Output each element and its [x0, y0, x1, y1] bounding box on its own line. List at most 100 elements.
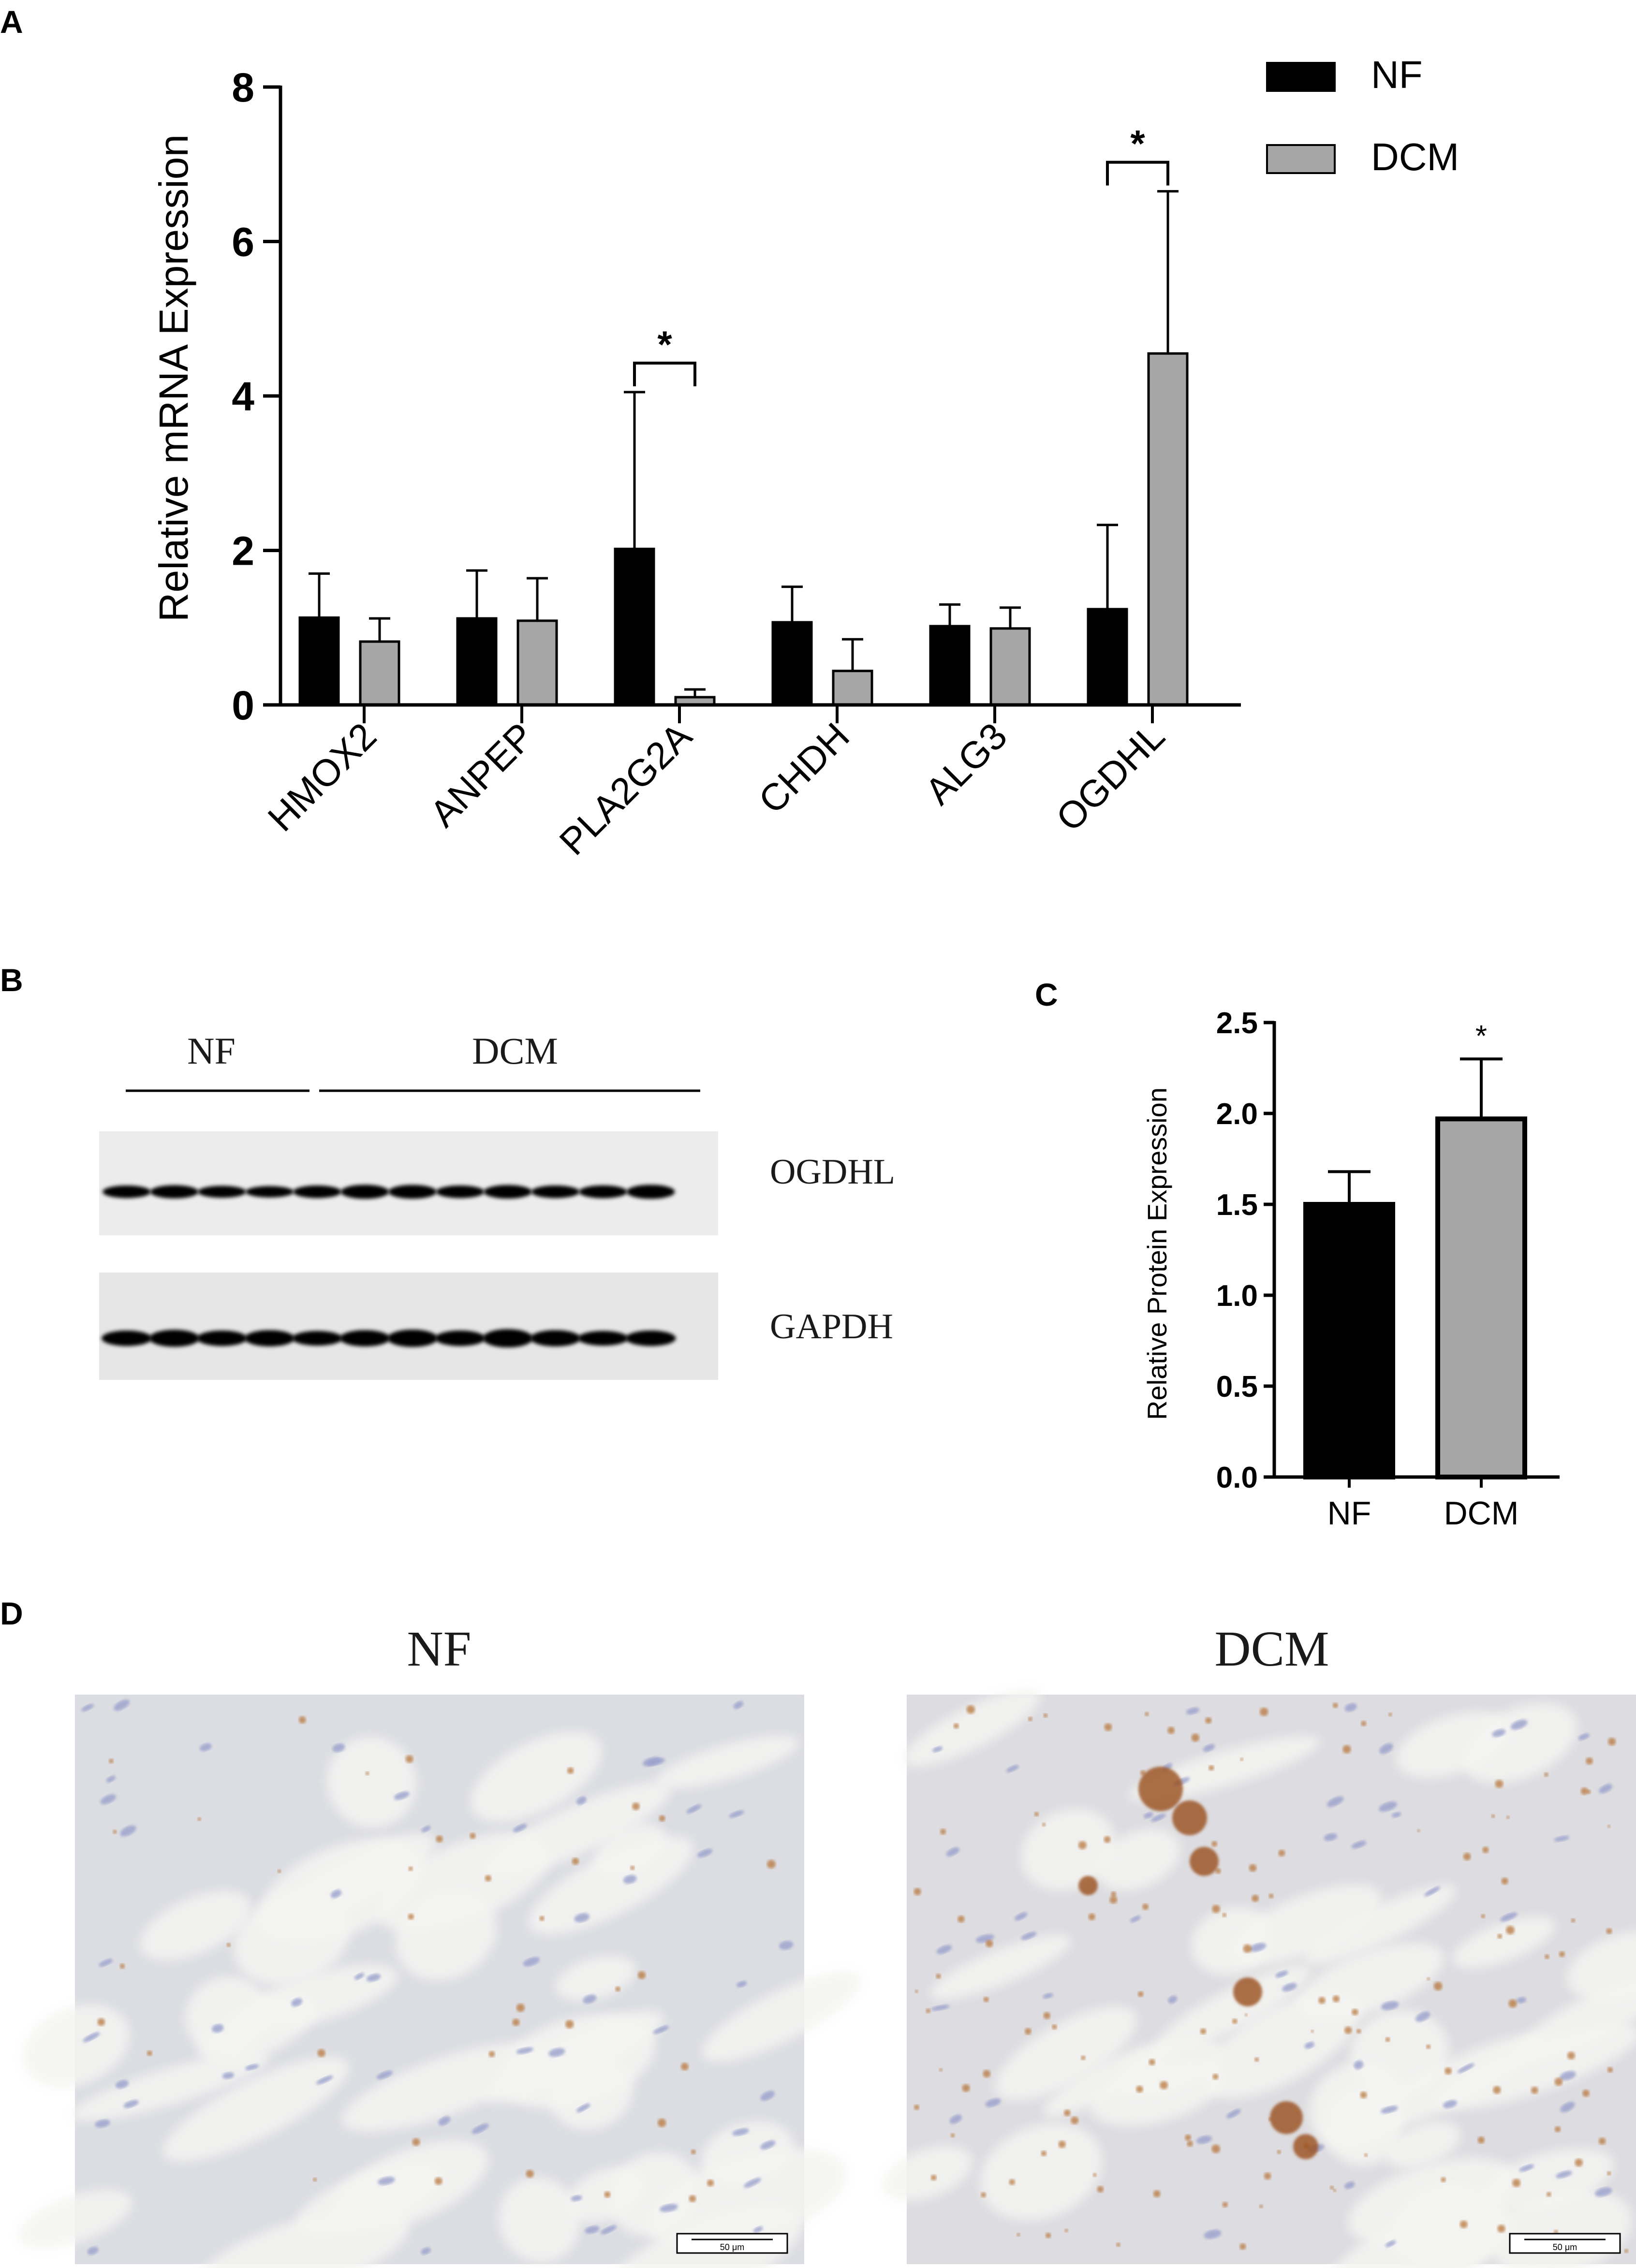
stain-dot — [1097, 2186, 1104, 2193]
stain-dot — [1356, 2029, 1361, 2034]
stain-dot — [1607, 1825, 1611, 1828]
nucleus — [623, 1875, 637, 1884]
bar-alg3-nf — [929, 625, 971, 706]
scale-bar-box-nf — [676, 2233, 788, 2254]
stain-dot — [1088, 1913, 1095, 1920]
stain-dot — [1042, 1823, 1046, 1827]
tissue-space — [482, 1782, 671, 1878]
stain-dot — [1459, 2220, 1468, 2228]
tissue-space — [1156, 1965, 1311, 2053]
bar-anpep-dcm — [516, 619, 558, 706]
stain-dot — [1508, 1999, 1517, 2008]
tissue-space — [1116, 2038, 1224, 2097]
stain-dot — [950, 2133, 955, 2137]
stain-dot — [512, 2019, 520, 2026]
stain-dot — [365, 1771, 369, 1775]
nucleus — [1510, 1719, 1528, 1730]
band-gapdh-lane-12 — [625, 1331, 676, 1346]
stain-dot — [1232, 2019, 1238, 2024]
nucleus — [376, 2070, 393, 2079]
tissue-space — [327, 1736, 416, 1828]
x-tick-label-pla2g2a: PLA2G2A — [551, 715, 700, 863]
stain-dot — [539, 1916, 545, 1921]
tissue-space — [702, 1971, 861, 2062]
nucleus — [394, 1791, 410, 1800]
nucleus — [744, 2178, 761, 2188]
bar-chdh-dcm — [832, 670, 873, 706]
legend-label-dcm: DCM — [1371, 135, 1459, 178]
chart-a-mrna-expression: Relative mRNA Expression ** HMOX2 ANPEP PL… — [151, 53, 1459, 863]
stain-dot — [1491, 1814, 1495, 1818]
nucleus — [571, 2195, 582, 2201]
stain-dot — [1240, 1757, 1243, 1761]
stain-dot — [1264, 2172, 1271, 2180]
stain-dot — [1153, 2190, 1161, 2197]
stain-dot — [1575, 2158, 1583, 2167]
nucleus — [1324, 1833, 1337, 1841]
stain-dot — [953, 1723, 959, 1729]
nucleus — [946, 1847, 960, 1857]
stain-dot — [1136, 2085, 1143, 2093]
nucleus — [212, 2024, 224, 2033]
tissue-space — [195, 2209, 409, 2268]
tissue-space — [471, 1731, 602, 1822]
nucleus — [753, 2226, 763, 2233]
scale-bar-box-dcm — [1509, 2233, 1621, 2254]
stain-dot — [113, 1829, 117, 1834]
stain-dot — [1580, 1787, 1588, 1795]
stain-dot — [1052, 2024, 1057, 2030]
stain-dot — [958, 1916, 965, 1923]
stain-dot — [1034, 1812, 1039, 1816]
legend-swatch-dcm — [1266, 144, 1336, 174]
stain-dot — [197, 1817, 201, 1821]
tissue-space — [259, 1838, 424, 1943]
nucleus — [438, 2116, 451, 2126]
band-gapdh-lane-1 — [102, 1331, 152, 1346]
nucleus — [120, 1825, 136, 1837]
band-gapdh-lane-2 — [149, 1330, 200, 1347]
stain-dot — [1554, 2126, 1561, 2133]
stain-dot — [1252, 1895, 1259, 1902]
y-tick-label-4: 4 — [232, 374, 254, 419]
stain-dot — [277, 1869, 281, 1873]
stain-dot — [1209, 1765, 1214, 1771]
stain-dot — [408, 1866, 413, 1871]
bar-chdh-nf — [771, 621, 813, 706]
histology-title-dcm: DCM — [1215, 1621, 1329, 1677]
nucleus — [1006, 1765, 1019, 1772]
blot-group-label-nf: NF — [187, 1030, 236, 1072]
nucleus — [1595, 2187, 1612, 2197]
stain-cluster-7 — [1078, 1876, 1098, 1895]
tissue-space — [980, 2123, 1103, 2221]
c-bar-dcm — [1435, 1116, 1527, 1479]
stain-dot — [1433, 1982, 1443, 1990]
scale-bar-label-dcm: 50 μm — [1553, 2242, 1577, 2252]
nucleus — [1344, 1703, 1357, 1712]
stain-dot — [914, 1990, 918, 1993]
stain-dot — [1544, 1772, 1548, 1777]
stain-dot — [1497, 2224, 1505, 2233]
nucleus — [949, 2114, 962, 2124]
legend-swatch-nf — [1266, 62, 1336, 92]
stain-dot — [298, 1716, 306, 1724]
nucleus — [1196, 2136, 1212, 2144]
stain-dot — [1058, 2140, 1066, 2148]
stain-dot — [1212, 2074, 1219, 2080]
nucleus — [1554, 1835, 1569, 1842]
stain-dot — [1608, 1738, 1616, 1746]
tissue-space — [1296, 1943, 1444, 2021]
stain-dot — [470, 1833, 476, 1839]
nucleus — [99, 1959, 113, 1967]
nucleus — [114, 1699, 130, 1711]
stain-dot — [1028, 1717, 1032, 1721]
nucleus — [421, 2247, 431, 2255]
nucleus — [87, 2247, 99, 2255]
tissue-space — [140, 1891, 251, 1961]
nucleus — [83, 2032, 100, 2042]
stain-dot — [1495, 1780, 1503, 1788]
c-y-tick-label-1.0: 1.0 — [1216, 1279, 1258, 1313]
nucleus — [574, 1913, 590, 1923]
nucleus — [1385, 2240, 1396, 2247]
tissue-space — [342, 2042, 545, 2132]
stain-dot — [604, 2191, 611, 2198]
